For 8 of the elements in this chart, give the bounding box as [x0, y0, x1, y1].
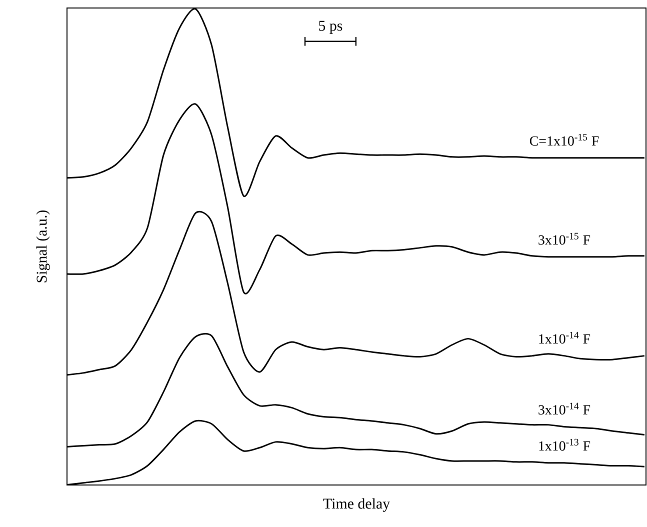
- annotation: 5 ps: [319, 20, 342, 34]
- series-label: 3x10$^{-14}$ F: [538, 402, 590, 415]
- x-axis-title: Time delay: [323, 498, 390, 512]
- series-label: 3x10$^{-15}$ F: [538, 232, 590, 245]
- series-label: 1x10$^{-14}$ F: [539, 332, 590, 344]
- y-axis-title: Signal (a.u.): [36, 210, 50, 282]
- series-label: C=1x10$^{-15}$ F: [530, 134, 599, 146]
- series-label: 1x10$^{-13}$ F: [539, 438, 590, 451]
